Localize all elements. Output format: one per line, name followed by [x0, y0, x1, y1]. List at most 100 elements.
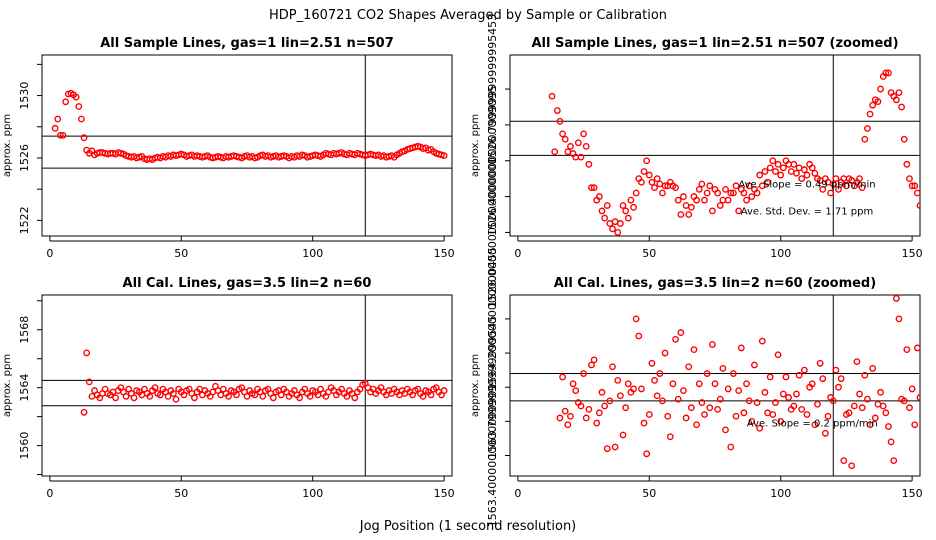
data-point — [856, 175, 863, 183]
x-tick-label: 0 — [514, 247, 521, 260]
data-point — [819, 375, 827, 383]
data-point — [156, 391, 164, 399]
data-point — [716, 202, 724, 209]
data-point — [643, 157, 651, 165]
data-point — [903, 346, 911, 354]
data-point — [764, 178, 771, 186]
data-point — [913, 189, 920, 197]
data-point — [561, 135, 569, 143]
data-point — [698, 180, 706, 188]
x-tick-label: 50 — [642, 247, 656, 260]
data-point — [892, 96, 900, 104]
data-point — [651, 184, 658, 192]
data-point — [582, 142, 590, 150]
panel-2: All Sample Lines, gas=1 lin=2.51 n=507 (… — [470, 14, 923, 308]
data-point — [80, 134, 88, 142]
data-point — [735, 207, 743, 215]
data-point — [593, 419, 601, 427]
data-point — [701, 196, 708, 204]
data-point — [722, 426, 729, 434]
data-point — [925, 364, 930, 369]
data-point — [885, 423, 892, 430]
data-point — [898, 103, 906, 111]
plot-frame — [41, 294, 453, 477]
data-point — [748, 417, 756, 425]
data-point — [674, 196, 682, 204]
data-point — [685, 363, 693, 371]
data-point — [861, 371, 869, 379]
data-point — [419, 392, 427, 400]
panel-1: All Sample Lines, gas=1 lin=2.51 n=507 0 5… — [2, 36, 455, 260]
data-point — [782, 373, 790, 381]
data-point — [648, 178, 656, 186]
data-point — [743, 380, 750, 388]
data-point — [724, 196, 732, 204]
data-point — [619, 202, 627, 209]
x-tick-label: 100 — [770, 247, 791, 260]
data-point — [664, 412, 672, 420]
data-point — [887, 438, 895, 446]
data-point — [743, 196, 750, 204]
y-axis-label: approx. ppm — [2, 354, 13, 417]
panel-title: All Cal. Lines, gas=3.5 lin=2 n=60 — [123, 276, 372, 291]
data-point — [614, 229, 622, 236]
data-point — [772, 168, 779, 175]
data-point — [811, 169, 819, 177]
data-point — [877, 85, 884, 93]
x-tick-label: 50 — [174, 247, 188, 260]
data-series — [556, 295, 933, 470]
panel-title: All Sample Lines, gas=1 lin=2.51 n=507 (… — [531, 36, 898, 51]
data-point — [693, 421, 701, 429]
data-point — [853, 358, 861, 365]
data-point — [885, 69, 892, 77]
data-point — [687, 203, 695, 211]
x-tick-label: 100 — [302, 247, 323, 260]
data-point — [682, 414, 690, 422]
data-point — [638, 385, 645, 393]
annotation: Ave. Slope = 0.49 ppm/min — [738, 180, 875, 191]
y-tick-label: 1526 — [18, 144, 31, 172]
data-point — [793, 169, 800, 177]
data-point — [640, 168, 648, 175]
data-point — [916, 202, 920, 209]
data-point — [816, 359, 824, 367]
data-point — [845, 409, 853, 417]
data-point — [440, 387, 448, 394]
data-point — [440, 152, 448, 160]
data-point — [869, 365, 877, 372]
data-point — [798, 406, 806, 413]
data-point — [869, 101, 877, 109]
data-point — [866, 421, 874, 429]
data-point — [695, 186, 703, 193]
data-point — [753, 189, 761, 197]
data-point — [919, 371, 920, 376]
data-point — [761, 168, 769, 175]
data-point — [745, 397, 753, 405]
data-point — [677, 329, 685, 336]
data-point — [777, 417, 785, 425]
data-point — [829, 397, 837, 405]
data-point — [653, 392, 661, 400]
x-tick-label: 0 — [46, 247, 53, 260]
data-point — [624, 214, 632, 222]
data-point — [856, 390, 863, 398]
data-point — [850, 402, 858, 410]
data-point — [840, 457, 848, 465]
data-point — [916, 394, 920, 401]
x-tick-label: 150 — [434, 247, 455, 260]
data-point — [640, 419, 648, 427]
data-point — [779, 390, 787, 398]
data-point — [908, 182, 916, 190]
data-point — [708, 207, 716, 215]
data-point — [669, 380, 677, 388]
data-point — [716, 395, 724, 403]
panel-3: All Cal. Lines, gas=3.5 lin=2 n=60 0 50 100… — [2, 276, 455, 500]
data-point — [146, 392, 154, 400]
data-point — [748, 193, 756, 200]
data-point — [661, 349, 669, 357]
data-point — [677, 211, 685, 218]
data-point — [795, 371, 803, 379]
y-tick-label: 1564 — [18, 374, 31, 402]
data-point — [928, 402, 933, 407]
data-point — [882, 69, 890, 77]
